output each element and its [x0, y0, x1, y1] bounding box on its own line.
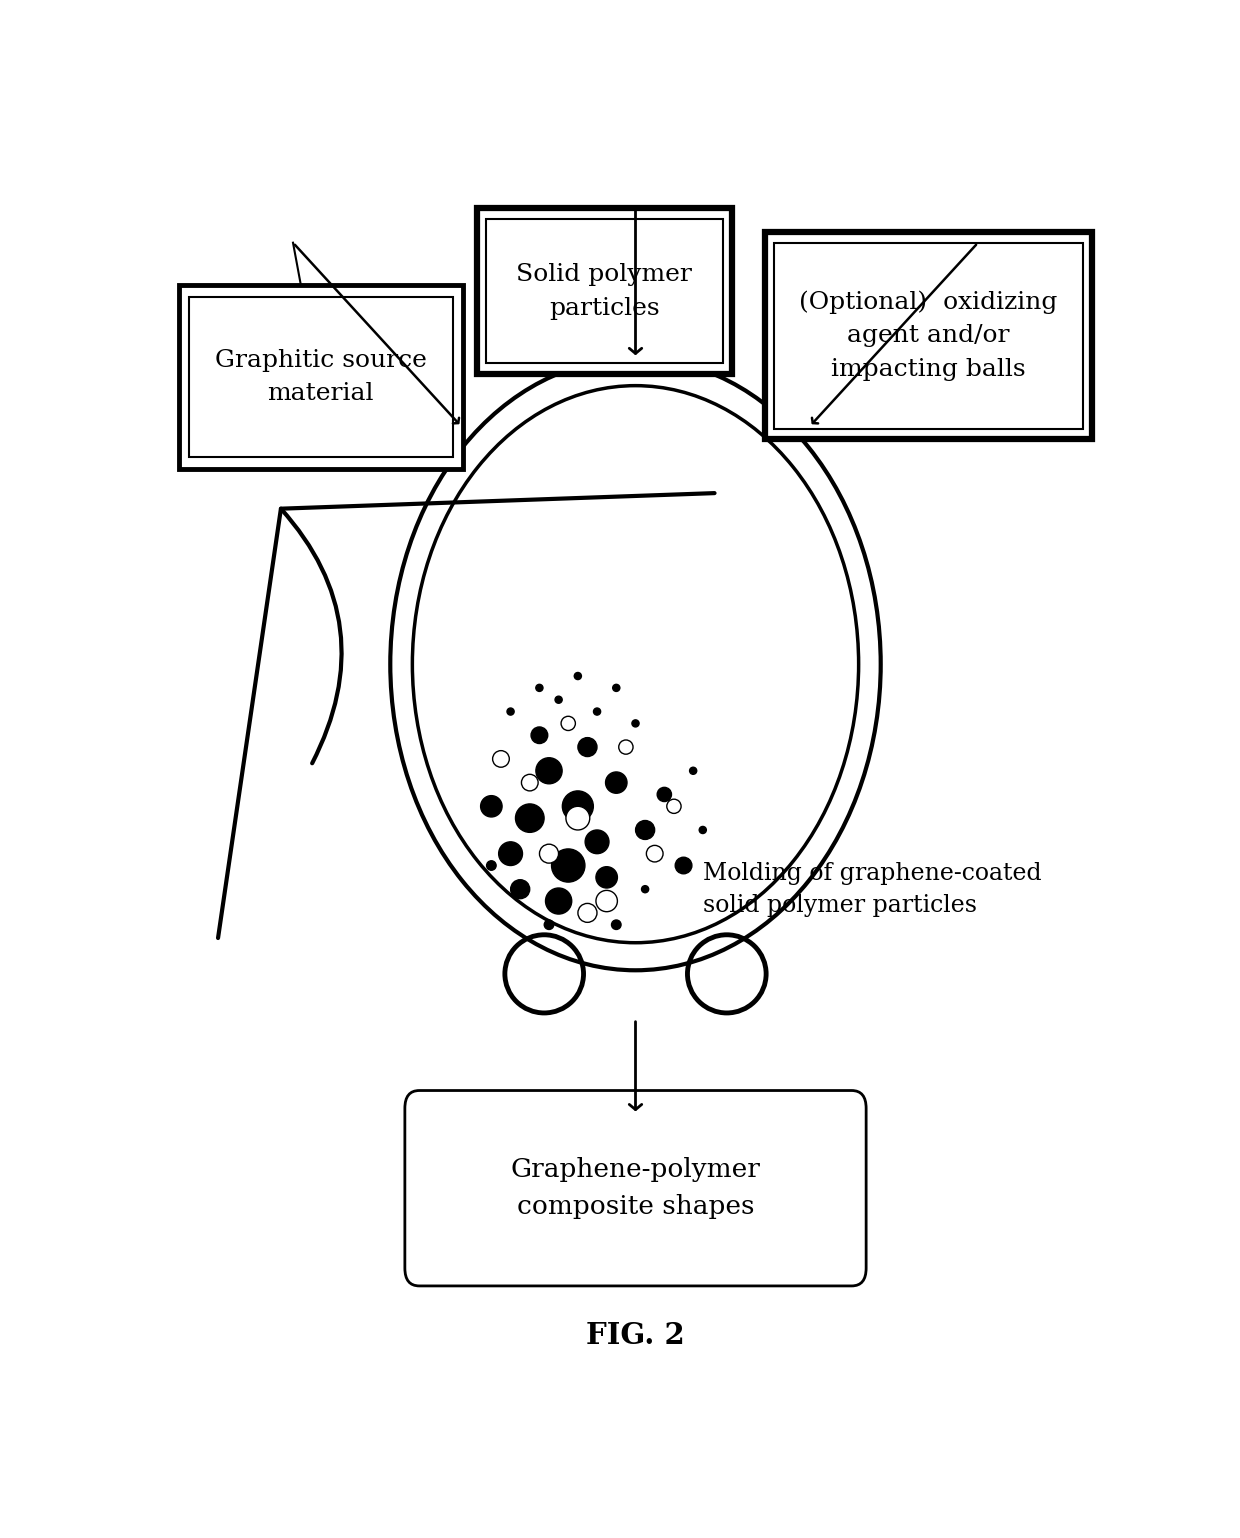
Ellipse shape — [632, 720, 639, 727]
Ellipse shape — [636, 820, 655, 840]
Ellipse shape — [611, 920, 621, 929]
Ellipse shape — [699, 826, 707, 834]
Ellipse shape — [539, 844, 558, 863]
Ellipse shape — [646, 846, 663, 861]
Text: Solid polymer
particles: Solid polymer particles — [516, 263, 692, 320]
Ellipse shape — [511, 880, 529, 898]
Ellipse shape — [641, 886, 649, 892]
Ellipse shape — [531, 727, 548, 743]
Text: (Optional)  oxidizing
agent and/or
impacting balls: (Optional) oxidizing agent and/or impact… — [800, 291, 1058, 381]
Ellipse shape — [596, 891, 618, 912]
Ellipse shape — [505, 935, 584, 1014]
Text: Molding of graphene-coated
solid polymer particles: Molding of graphene-coated solid polymer… — [703, 861, 1042, 917]
FancyArrowPatch shape — [218, 494, 714, 938]
Ellipse shape — [522, 774, 538, 791]
Text: Graphitic source
material: Graphitic source material — [215, 349, 427, 406]
FancyBboxPatch shape — [179, 285, 463, 469]
Ellipse shape — [486, 861, 496, 871]
Ellipse shape — [689, 767, 697, 774]
Ellipse shape — [613, 684, 620, 692]
Ellipse shape — [516, 804, 544, 832]
Ellipse shape — [507, 707, 515, 715]
Ellipse shape — [546, 887, 572, 914]
Text: Graphene-polymer
composite shapes: Graphene-polymer composite shapes — [511, 1157, 760, 1220]
Ellipse shape — [552, 849, 585, 883]
Ellipse shape — [585, 831, 609, 854]
FancyBboxPatch shape — [765, 232, 1092, 440]
Ellipse shape — [536, 758, 562, 784]
Ellipse shape — [578, 903, 596, 923]
Ellipse shape — [563, 791, 593, 821]
Ellipse shape — [596, 867, 618, 887]
Ellipse shape — [676, 857, 692, 874]
Ellipse shape — [556, 697, 562, 703]
Ellipse shape — [657, 787, 672, 801]
Ellipse shape — [413, 386, 858, 943]
Ellipse shape — [574, 672, 582, 680]
Ellipse shape — [492, 751, 510, 767]
Text: FIG. 2: FIG. 2 — [587, 1321, 684, 1350]
Ellipse shape — [594, 707, 600, 715]
Ellipse shape — [560, 717, 575, 731]
Ellipse shape — [481, 795, 502, 817]
FancyBboxPatch shape — [477, 208, 732, 374]
Ellipse shape — [544, 920, 554, 929]
Ellipse shape — [498, 841, 522, 866]
Ellipse shape — [687, 935, 766, 1014]
FancyBboxPatch shape — [404, 1090, 866, 1286]
Ellipse shape — [578, 738, 596, 757]
Ellipse shape — [667, 800, 681, 814]
Ellipse shape — [605, 772, 627, 794]
Ellipse shape — [565, 806, 590, 831]
Ellipse shape — [536, 684, 543, 692]
Ellipse shape — [619, 740, 634, 754]
